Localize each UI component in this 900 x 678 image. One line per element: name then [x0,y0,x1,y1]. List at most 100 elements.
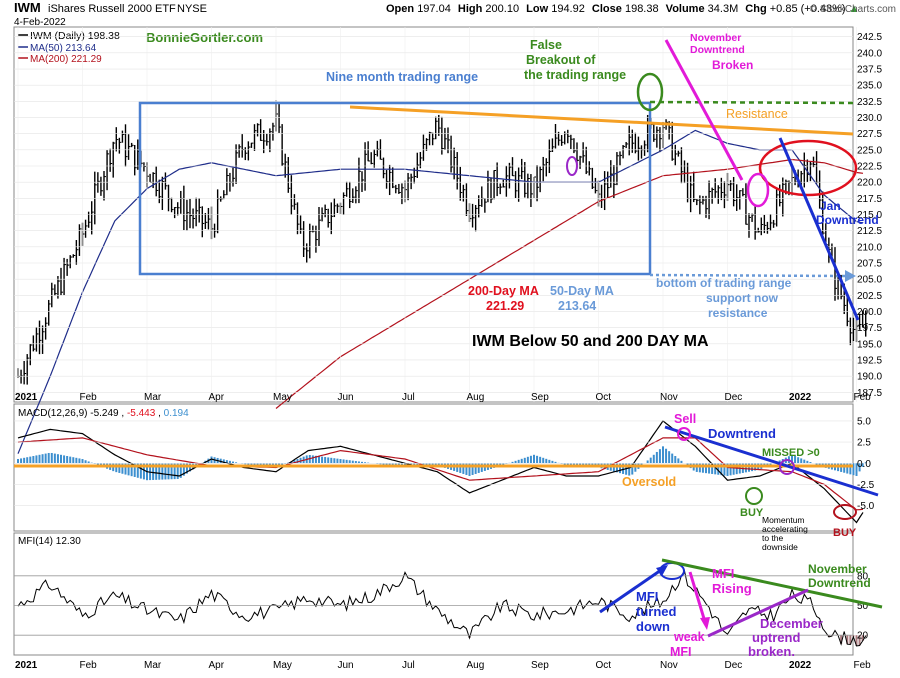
macd-histogram-bar [45,454,47,464]
downtrend-break-circle [748,174,768,206]
macd-legend: MACD(12,26,9) -5.249 , -5.443 , 0.194 [18,408,189,419]
macd-histogram-bar [803,460,805,464]
macd-histogram-bar [327,457,329,463]
price-xtick-label: Jul [402,392,415,403]
legend-ma50: MA(50) 213.64 [30,43,97,54]
macd-histogram-bar [551,461,553,463]
macd-histogram-bar [524,458,526,463]
legend-price: IWM (Daily) 198.38 [30,30,120,42]
price-ytick-label: 242.5 [857,32,882,43]
macd-histogram-bar [60,455,62,463]
macd-histogram-bar [17,459,19,463]
header-name: iShares Russell 2000 ETF [48,3,176,15]
price-ytick-label: 232.5 [857,97,882,108]
ma50-annotation: 50-Day MA 213.64 [550,284,617,313]
macd-histogram-bar [352,461,354,464]
mfi-turned-label: MFI turned down [636,589,680,634]
macd-histogram-bar [39,455,41,463]
macd-ytick-label: 5.0 [857,416,871,427]
macd-histogram-bar [23,458,25,463]
macd-histogram-bar [806,461,808,463]
macd-histogram-bar [800,458,802,463]
ma200-annotation: 200-Day MA 221.29 [468,284,542,313]
volume-label: Volume [666,3,705,15]
macd-histogram-bar [656,452,658,463]
macd-histogram-bar [75,458,77,463]
macd-histogram-bar [35,455,37,463]
december-uptrend-label: December uptrend broken. [748,616,827,659]
macd-histogram-bar [515,461,517,463]
macd-histogram-bar [51,453,53,463]
macd-histogram-bar [355,461,357,463]
macd-histogram-bar [518,460,520,463]
price-xtick-label: Aug [467,392,485,403]
volume-value: 34.3M [708,3,739,15]
momentum-label: Momentum accelerating to the downside [762,515,810,552]
price-xtick-label: Feb [80,392,98,403]
price-ytick-label: 192.5 [857,355,882,366]
macd-ytick-label: -5.0 [857,501,875,512]
macd-ytick-label: 0.0 [857,459,871,470]
macd-histogram-bar [677,458,679,463]
price-ytick-label: 210.0 [857,242,882,253]
mfi-xtick-label: 2021 [15,660,38,671]
macd-histogram-bar [659,449,661,463]
macd-histogram-bar [343,459,345,463]
high-value: 200.10 [485,3,519,15]
buy-label-2: BUY [833,527,857,539]
mfi-xtick-label: Feb [80,660,98,671]
price-ytick-label: 222.5 [857,162,882,173]
macd-histogram-bar [548,460,550,463]
header-exchange: NYSE [177,3,207,15]
low-value: 194.92 [551,3,585,15]
mfi-xtick-label: Mar [144,660,162,671]
macd-histogram-bar [229,461,231,463]
brand-label: BonnieGortler.com [146,30,263,45]
mfi-ytick-label: 20 [857,631,869,642]
price-ytick-label: 235.0 [857,81,882,92]
price-xtick-label: Oct [596,392,612,403]
price-ytick-label: 227.5 [857,129,882,140]
macd-histogram-bar [650,458,652,464]
macd-histogram-bar [346,460,348,463]
macd-histogram-bar [48,453,50,463]
macd-histogram-bar [680,461,682,463]
macd-histogram-bar [665,449,667,464]
macd-histogram-bar [32,456,34,463]
price-xtick-label: Jun [338,392,354,403]
macd-histogram-bar [671,454,673,464]
close-value: 198.38 [625,3,659,15]
macd-histogram-bar [662,446,664,463]
macd-histogram-bar [324,457,326,463]
macd-ytick-label: 2.5 [857,438,871,449]
price-ytick-label: 212.5 [857,226,882,237]
trading-range-box [140,103,650,274]
price-ytick-label: 237.5 [857,65,882,76]
mfi-xtick-label: Jun [338,660,354,671]
mfi-legend: MFI(14) 12.30 [18,536,81,547]
price-ytick-label: 217.5 [857,194,882,205]
low-label: Low [526,3,548,15]
close-label: Close [592,3,622,15]
price-legend: IWM (Daily) 198.38 MA(50) 213.64 MA(200)… [18,30,120,65]
mfi-xtick-label: 2022 [789,660,812,671]
breakout-dotted-line [650,102,853,103]
price-ytick-label: 207.5 [857,258,882,269]
watermark: © StockCharts.com [810,4,896,15]
macd-histogram-bar [530,456,532,463]
mfi-xtick-label: May [273,660,292,671]
macd-histogram-bar [78,458,80,463]
price-ytick-label: 195.0 [857,339,882,350]
mfi-xtick-label: Dec [725,660,743,671]
mfi-xtick-label: Aug [467,660,485,671]
downtrend-label: Downtrend [708,426,776,441]
macd-histogram-bar [539,457,541,463]
macd-histogram-bar [545,459,547,463]
macd-histogram-bar [321,457,323,464]
price-ytick-label: 230.0 [857,113,882,124]
buy-label-1: BUY [740,507,764,519]
price-xtick-label: Apr [209,392,225,403]
header-date: 4-Feb-2022 [14,17,66,28]
